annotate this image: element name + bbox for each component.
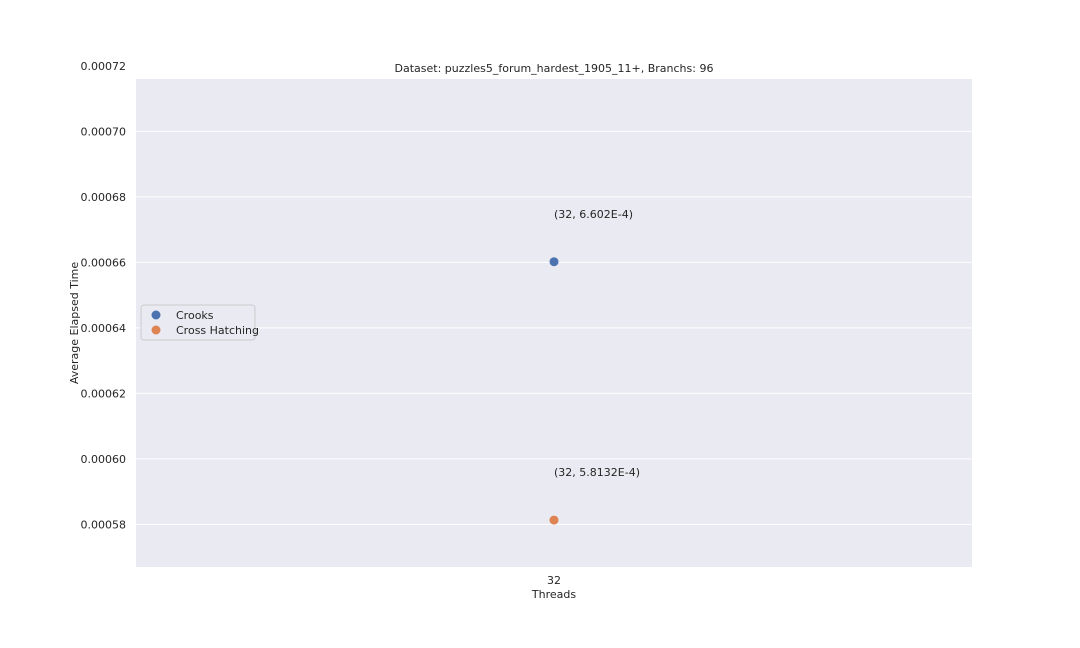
y-tick-label: 0.00058 [81, 518, 127, 531]
y-tick-label: 0.00068 [81, 191, 127, 204]
y-tick-label: 0.00072 [81, 60, 127, 73]
data-points [549, 257, 559, 525]
legend-box [140, 304, 256, 341]
plot-area [136, 79, 972, 567]
legend: Crooks Cross Hatching [140, 304, 259, 341]
y-tick-label: 0.00070 [81, 125, 127, 138]
legend-label: Crooks [176, 309, 214, 322]
data-labels: (32, 6.602E-4) (32, 5.8132E-4) [554, 208, 640, 479]
data-point [549, 257, 559, 267]
x-axis-title: Threads [531, 588, 576, 601]
y-tick-label: 0.00066 [81, 256, 127, 269]
data-point [549, 515, 559, 525]
legend-label: Cross Hatching [176, 324, 259, 337]
x-tick-label: 32 [547, 574, 561, 587]
data-label: (32, 6.602E-4) [554, 208, 633, 221]
x-tick-labels: 32 [547, 574, 561, 587]
y-tick-labels: 0.00058 0.00060 0.00062 0.00064 0.00066 0.000… [81, 60, 127, 532]
y-tick-label: 0.00060 [81, 453, 127, 466]
legend-marker [151, 310, 161, 320]
y-tick-label: 0.00064 [81, 322, 127, 335]
chart-title: Dataset: puzzles5_forum_hardest_1905_11+… [395, 62, 714, 75]
y-tick-label: 0.00062 [81, 387, 127, 400]
data-label: (32, 5.8132E-4) [554, 466, 640, 479]
y-axis-title: Average Elapsed Time [68, 262, 81, 385]
legend-marker [151, 325, 161, 335]
